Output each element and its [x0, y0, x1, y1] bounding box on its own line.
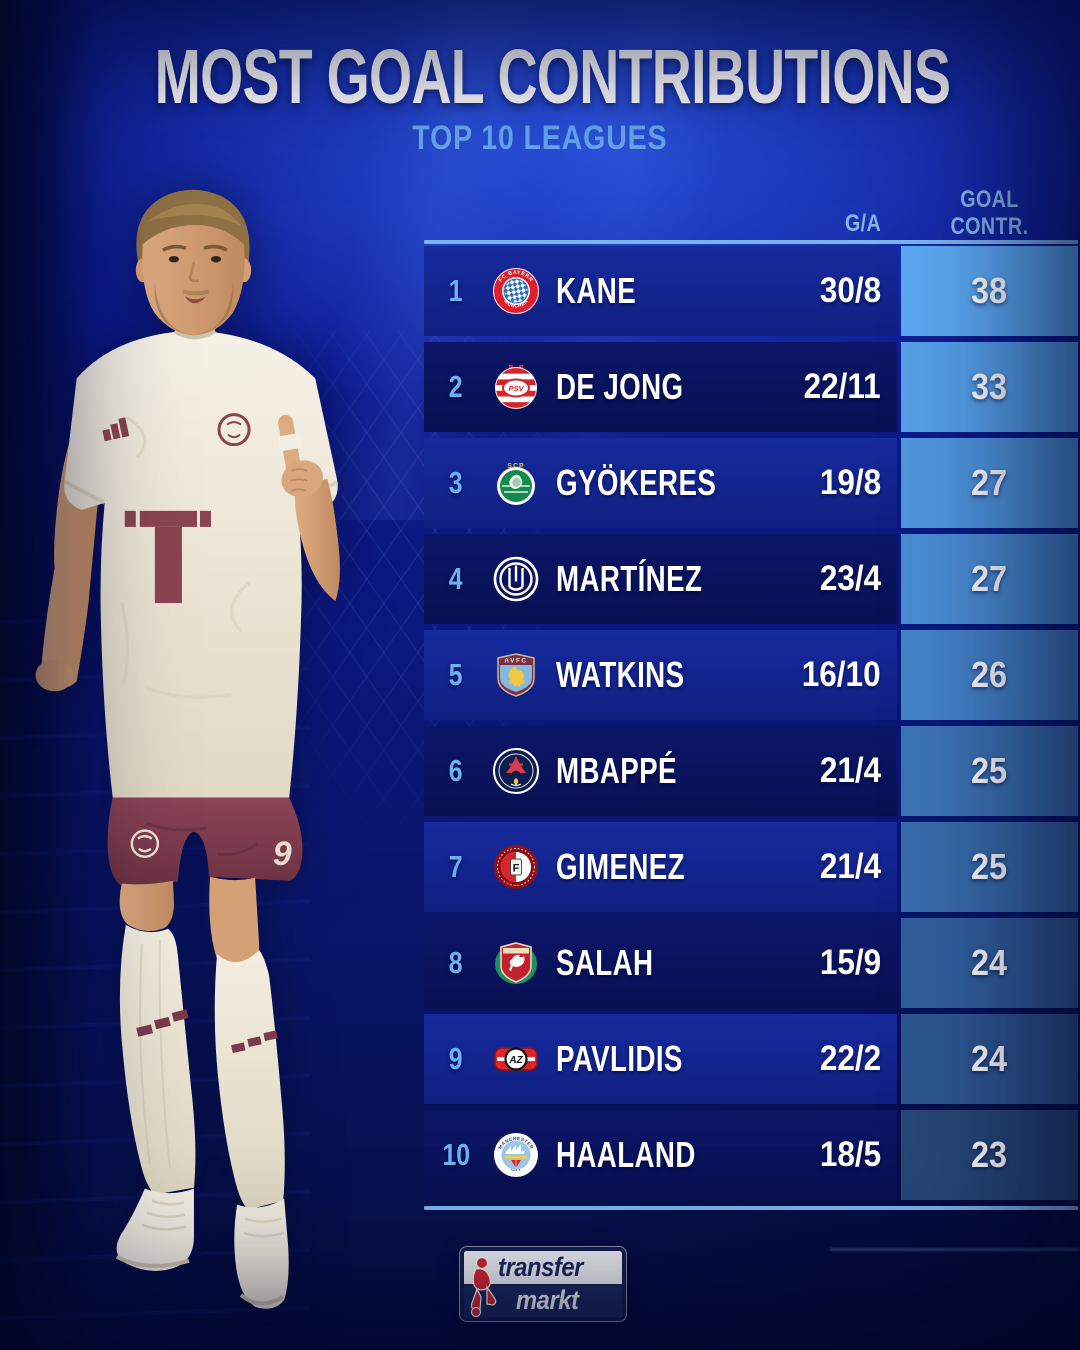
table-row-3: 3 SCP GYÖKERES 19/8 27: [424, 438, 1078, 528]
rank-number: 1: [449, 273, 463, 308]
header: MOST GOAL CONTRIBUTIONS: [0, 34, 1080, 127]
table-row-4: 4 MARTÍNEZ 23/4 27: [424, 534, 1078, 624]
table-top-border: [424, 240, 1078, 244]
row-main-cell: 8 SALAH 15/9: [424, 918, 897, 1008]
finger-tape: [277, 433, 302, 452]
ga-value: 21/4: [819, 847, 881, 886]
goal-contr-value: 25: [901, 822, 1078, 912]
az-alkmaar-badge-icon: AZ: [492, 1035, 540, 1083]
table-row-5: 5 AVFC WATKINS 16/10 26: [424, 630, 1078, 720]
row-main-cell: 9 AZ PAVLIDIS 22/2: [424, 1014, 897, 1104]
sporting-cp-badge-icon: SCP: [492, 459, 540, 507]
goal-contr-value: 26: [901, 630, 1078, 720]
ga-value: 15/9: [819, 943, 881, 982]
player-name: SALAH: [556, 942, 654, 983]
rank-number: 4: [449, 561, 463, 596]
player-name: MARTÍNEZ: [556, 558, 703, 599]
ga-column-header: G/A: [844, 210, 881, 237]
page-subtitle: TOP 10 LEAGUES: [412, 119, 668, 157]
ga-value: 18/5: [819, 1135, 881, 1174]
table-row-6: 6 MBAPPÉ 21/4 25: [424, 726, 1078, 816]
svg-text:SCP: SCP: [507, 463, 524, 470]
table-row-2: 2 PSV DE JONG 22/11 33: [424, 342, 1078, 432]
player-name: KANE: [556, 270, 637, 311]
kane-illustration: 9: [35, 189, 340, 1309]
row-main-cell: 6 MBAPPÉ 21/4: [424, 726, 897, 816]
rank-number: 8: [449, 945, 463, 980]
page-title: MOST GOAL CONTRIBUTIONS: [154, 34, 951, 120]
ga-value: 30/8: [819, 271, 881, 310]
advertising-board-glow: [830, 1248, 1080, 1251]
ga-value: 22/2: [819, 1039, 881, 1078]
liverpool-badge-icon: [492, 939, 540, 987]
ga-value: 19/8: [819, 463, 881, 502]
svg-text:PSV: PSV: [508, 384, 524, 393]
transfermarkt-player-icon: [470, 1256, 497, 1317]
player-name: PAVLIDIS: [556, 1038, 683, 1079]
manchester-city-badge-icon: MANCHESTER CITY: [492, 1131, 540, 1179]
feyenoord-badge-icon: F: [492, 843, 540, 891]
goal-contr-value: 33: [901, 342, 1078, 432]
player-name: GYÖKERES: [556, 462, 717, 503]
stats-table: G/A GOAL CONTR. 1 FC BAYERN MÜNCHEN KANE…: [424, 186, 1078, 1210]
ga-value: 16/10: [802, 655, 881, 694]
inter-milan-badge-icon: [492, 555, 540, 603]
rank-number: 2: [449, 369, 463, 404]
player-photo-harry-kane: 9: [0, 182, 430, 1350]
player-name: HAALAND: [556, 1134, 696, 1175]
svg-text:AZ: AZ: [508, 1055, 523, 1066]
ga-value: 21/4: [819, 751, 881, 790]
row-main-cell: 7 F GIMENEZ 21/4: [424, 822, 897, 912]
rank-number: 10: [442, 1137, 470, 1172]
column-headers: G/A GOAL CONTR.: [424, 186, 1078, 240]
table-bottom-border: [424, 1206, 1078, 1210]
rank-number: 5: [449, 657, 463, 692]
ga-value: 22/11: [803, 367, 881, 406]
goal-contr-value: 38: [901, 246, 1078, 336]
rank-number: 9: [449, 1041, 463, 1076]
row-main-cell: 4 MARTÍNEZ 23/4: [424, 534, 897, 624]
table-row-10: 10 MANCHESTER CITY HAALAND 18/5 23: [424, 1110, 1078, 1200]
row-main-cell: 10 MANCHESTER CITY HAALAND 18/5: [424, 1110, 897, 1200]
row-main-cell: 3 SCP GYÖKERES 19/8: [424, 438, 897, 528]
player-name: MBAPPÉ: [556, 750, 677, 791]
svg-text:AVFC: AVFC: [504, 658, 527, 665]
goal-contr-column-header: GOAL CONTR.: [950, 186, 1029, 240]
shirt-number-9: 9: [273, 835, 292, 873]
row-main-cell: 1 FC BAYERN MÜNCHEN KANE 30/8: [424, 246, 897, 336]
goal-contr-value: 27: [901, 534, 1078, 624]
aston-villa-badge-icon: AVFC: [492, 651, 540, 699]
row-main-cell: 2 PSV DE JONG 22/11: [424, 342, 897, 432]
rank-number: 6: [449, 753, 463, 788]
bayern-crest-icon: [217, 413, 251, 447]
player-name: GIMENEZ: [556, 846, 685, 887]
ga-value: 23/4: [819, 559, 881, 598]
table-row-7: 7 F GIMENEZ 21/4 25: [424, 822, 1078, 912]
goal-contr-value: 24: [901, 918, 1078, 1008]
svg-text:F: F: [513, 863, 520, 875]
player-name: WATKINS: [556, 654, 685, 695]
table-row-8: 8 SALAH 15/9 24: [424, 918, 1078, 1008]
goal-contr-value: 25: [901, 726, 1078, 816]
goal-contr-value: 23: [901, 1110, 1078, 1200]
adidas-logo-icon: [102, 417, 130, 442]
logo-top-half: transfer: [464, 1251, 622, 1284]
bayern-munich-badge-icon: FC BAYERN MÜNCHEN: [492, 267, 540, 315]
player-name: DE JONG: [556, 366, 684, 407]
goal-contr-value: 27: [901, 438, 1078, 528]
psg-badge-icon: [492, 747, 540, 795]
rank-number: 3: [449, 465, 463, 500]
table-row-1: 1 FC BAYERN MÜNCHEN KANE 30/8 38: [424, 246, 1078, 336]
transfermarkt-logo: transfer markt: [460, 1247, 626, 1321]
shorts-crest-icon: [130, 829, 160, 858]
psv-eindhoven-badge-icon: PSV: [492, 363, 540, 411]
table-row-9: 9 AZ PAVLIDIS 22/2 24: [424, 1014, 1078, 1104]
table-rows: 1 FC BAYERN MÜNCHEN KANE 30/8 38 2 PSV D…: [424, 246, 1078, 1200]
telekom-t-logo-icon: [124, 510, 211, 604]
goal-contr-value: 24: [901, 1014, 1078, 1104]
row-main-cell: 5 AVFC WATKINS 16/10: [424, 630, 897, 720]
rank-number: 7: [449, 849, 463, 884]
